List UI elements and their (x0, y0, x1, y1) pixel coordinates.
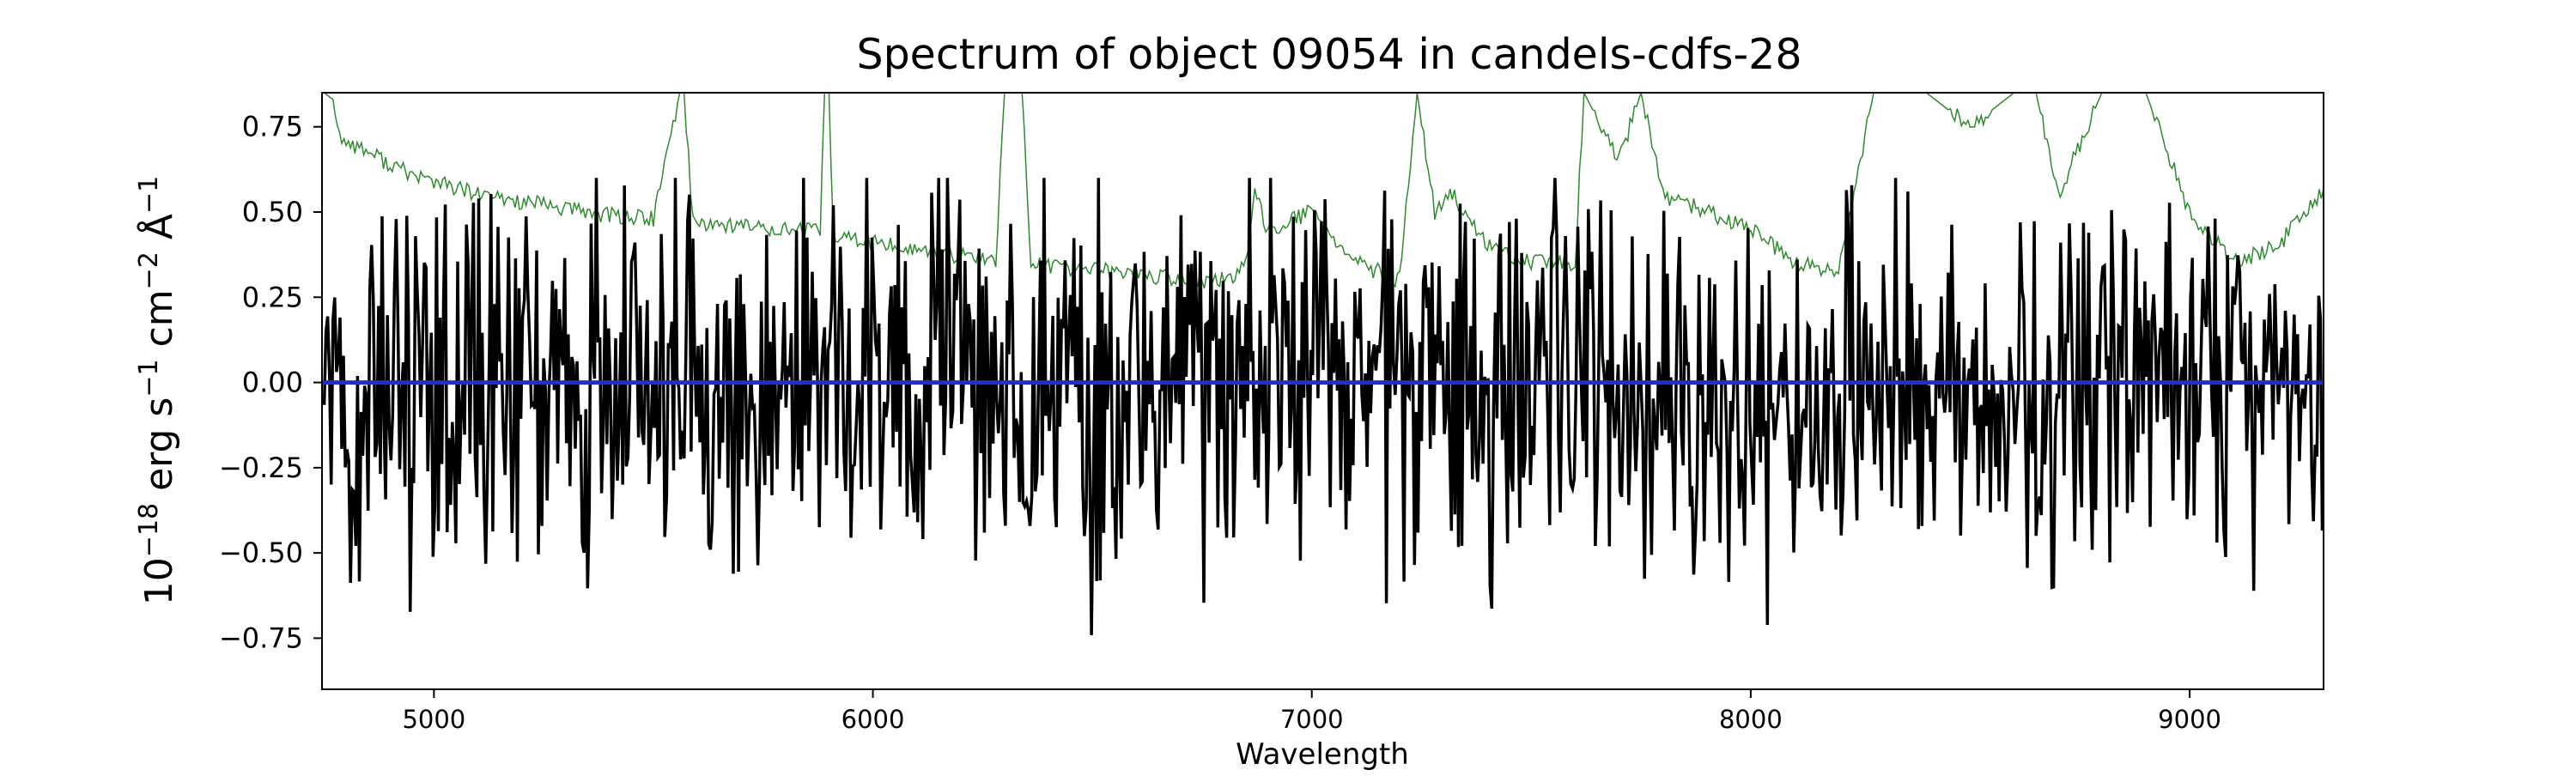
flux-spectrum-line (322, 178, 2324, 635)
x-tick-label: 9000 (2158, 705, 2221, 734)
x-tick-label: 5000 (402, 705, 465, 734)
x-tick-label: 7000 (1280, 705, 1344, 734)
y-axis-label: 10−18 erg s−1 cm−2 Å−1 (134, 176, 182, 605)
chart-title: Spectrum of object 09054 in candels-cdfs… (856, 30, 1801, 79)
y-tick-label: −0.25 (219, 452, 303, 484)
y-tick-label: 0.75 (242, 111, 303, 143)
x-tick-label: 6000 (841, 705, 905, 734)
y-tick-label: −0.50 (219, 537, 303, 569)
y-tick-label: 0.25 (242, 281, 303, 313)
x-axis-label: Wavelength (1236, 737, 1409, 772)
plot-area (322, 93, 2324, 635)
plot-frame (321, 92, 2324, 690)
y-tick-label: 0.00 (242, 367, 303, 399)
y-tick-label: −0.75 (219, 621, 303, 654)
x-tick-label: 8000 (1719, 705, 1783, 734)
y-tick-label: 0.50 (242, 196, 303, 228)
x-axis-ticks: 5000 6000 7000 8000 9000 (402, 689, 2221, 734)
y-axis-ticks: −0.75 −0.50 −0.25 0.00 0.25 0.50 0.75 (219, 111, 322, 654)
